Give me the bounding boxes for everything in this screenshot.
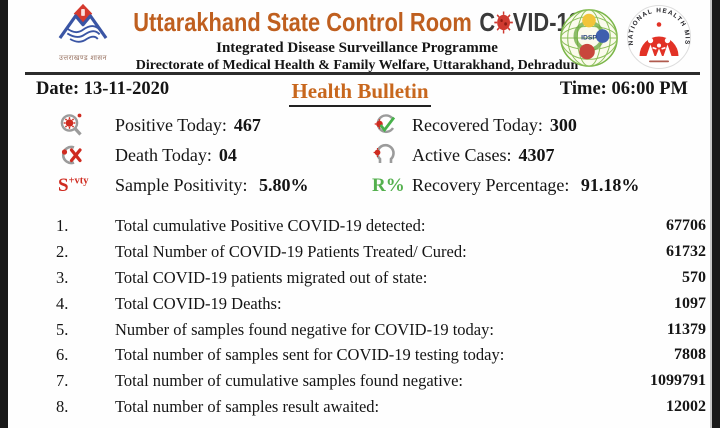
bulletin-title-wrap: Health Bulletin — [0, 79, 720, 107]
stat-label: Recovered Today: — [412, 114, 543, 135]
bulletin-time: Time: 06:00 PM — [559, 79, 688, 99]
bulletin-bar: Date: 13-11-2020 Health Bulletin Time: 0… — [0, 79, 720, 107]
row-number: 6. — [56, 345, 69, 365]
left-screen-edge — [0, 0, 8, 428]
active-cases-icon — [373, 143, 395, 163]
header-block: Uttarakhand State Control Room C VID-19 — [118, 6, 596, 74]
table-row: 7. Total number of cumulative samples fo… — [30, 368, 706, 394]
row-label: Total Number of COVID-19 Patients Treate… — [115, 241, 467, 261]
table-row: 3. Total COVID-19 patients migrated out … — [30, 265, 706, 291]
uttarakhand-govt-logo: उत्तराखण्ड शासन — [50, 3, 116, 63]
header-divider — [25, 72, 700, 75]
row-number: 8. — [56, 397, 69, 417]
sample-positivity-icon-cell: S+vty — [30, 174, 115, 196]
recovered-today-icon-cell — [350, 112, 412, 138]
page-title: Uttarakhand State Control Room C VID-19 — [133, 6, 580, 38]
idsp-logo-label: IDSP — [581, 34, 597, 41]
row-number: 7. — [56, 371, 69, 391]
recovered-today-stat: Recovered Today: 300 — [412, 115, 708, 136]
row-value: 12002 — [666, 398, 706, 416]
table-row: 8. Total number of samples result awaite… — [30, 394, 706, 420]
active-cases-stat: Active Cases: 4307 — [412, 145, 708, 166]
stat-label: Recovery Percentage: — [412, 174, 570, 195]
row-value: 11379 — [666, 320, 706, 338]
uttarakhand-logo-caption: उत्तराखण्ड शासन — [58, 54, 108, 62]
title-main-text: Uttarakhand State Control Room — [133, 6, 472, 37]
idsp-logo: IDSP — [558, 7, 620, 74]
row-label: Number of samples found negative for COV… — [115, 319, 494, 339]
covid-letter-c: C — [479, 6, 496, 37]
bulletin-title: Health Bulletin — [289, 79, 431, 107]
stat-value: 300 — [549, 114, 577, 135]
death-today-stat: Death Today: 04 — [115, 145, 350, 166]
row-label: Total number of samples sent for COVID-1… — [115, 345, 505, 365]
nhm-emblem-icon: NATIONAL HEALTH MISSION — [623, 0, 691, 69]
row-value: 570 — [682, 268, 706, 286]
subtitle-idsp: Integrated Disease Surveillance Programm… — [216, 40, 498, 56]
row-label: Total number of samples result awaited: — [115, 397, 380, 417]
recovery-percentage-stat: Recovery Percentage: 91.18% — [412, 175, 708, 196]
recovery-percentage-icon-cell: R% — [350, 176, 412, 195]
covid-virus-icon — [494, 10, 514, 34]
row-label: Total cumulative Positive COVID-19 detec… — [115, 215, 426, 235]
sample-positivity-stat: Sample Positivity: 5.80% — [115, 175, 350, 196]
stat-value: 467 — [233, 114, 261, 135]
table-row: 5. Number of samples found negative for … — [30, 317, 706, 343]
row-label: Total COVID-19 Deaths: — [115, 293, 282, 313]
stat-value: 4307 — [518, 144, 555, 165]
sample-positivity-icon: S+vty — [58, 174, 89, 196]
stat-value: 91.18% — [580, 174, 640, 195]
stat-value: 5.80% — [259, 174, 309, 195]
row-number: 4. — [56, 293, 69, 313]
row-number: 5. — [56, 319, 69, 339]
table-row: 4. Total COVID-19 Deaths: 1097 — [30, 291, 706, 317]
bulletin-date: Date: 13-11-2020 — [36, 79, 170, 99]
row-value: 7808 — [674, 346, 706, 364]
row-number: 1. — [56, 215, 69, 235]
stat-value: 04 — [218, 144, 237, 165]
positive-virus-search-icon — [60, 113, 82, 136]
idsp-globe-icon: IDSP — [560, 9, 618, 67]
positive-today-stat: Positive Today: 467 — [115, 115, 350, 136]
stat-label: Positive Today: — [115, 114, 227, 135]
recovered-check-icon — [374, 114, 396, 134]
stat-label: Active Cases: — [412, 144, 512, 165]
death-today-icon-cell — [30, 142, 115, 168]
active-cases-icon-cell — [350, 142, 412, 168]
row-value: 1099791 — [650, 372, 706, 390]
row-number: 3. — [56, 267, 69, 287]
death-cross-icon — [61, 145, 82, 165]
daily-stats: Positive Today: 467 Recovered Today: 300 — [30, 110, 708, 200]
cumulative-table: 1. Total cumulative Positive COVID-19 de… — [30, 213, 706, 420]
right-screen-edge — [710, 0, 720, 428]
table-row: 1. Total cumulative Positive COVID-19 de… — [30, 213, 706, 239]
row-value: 67706 — [666, 216, 706, 234]
nhm-logo: NATIONAL HEALTH MISSION — [623, 0, 692, 75]
row-number: 2. — [56, 241, 69, 261]
uttarakhand-emblem-icon — [58, 3, 108, 43]
positive-today-icon-cell — [30, 112, 115, 138]
row-value: 61732 — [666, 242, 706, 260]
table-row: 2. Total Number of COVID-19 Patients Tre… — [30, 239, 706, 265]
row-value: 1097 — [674, 294, 706, 312]
subtitle-directorate: Directorate of Medical Health & Family W… — [135, 58, 579, 73]
row-label: Total number of cumulative samples found… — [115, 371, 463, 391]
stat-label: Sample Positivity: — [115, 174, 248, 195]
stat-label: Death Today: — [115, 144, 212, 165]
row-label: Total COVID-19 patients migrated out of … — [115, 267, 428, 287]
recovery-percent-icon: R% — [372, 174, 405, 196]
table-row: 6. Total number of samples sent for COVI… — [30, 342, 706, 368]
